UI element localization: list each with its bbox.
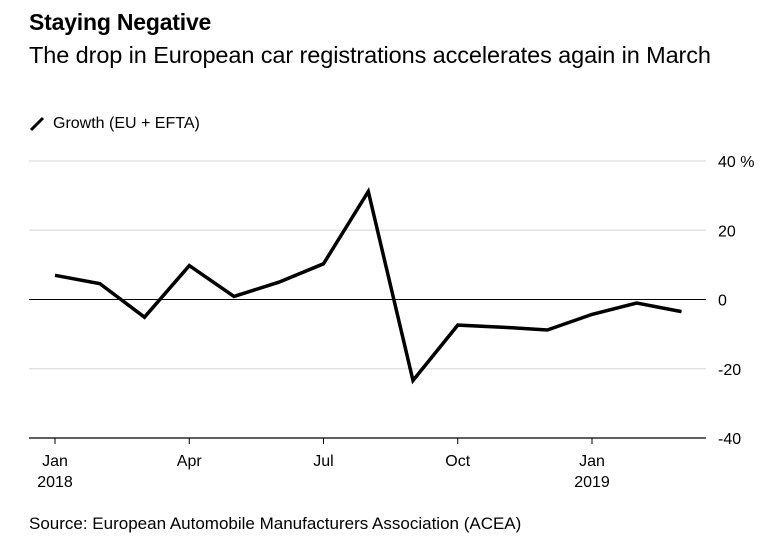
x-tick-year-label: 2019 xyxy=(574,474,610,491)
legend-label: Growth (EU + EFTA) xyxy=(53,115,200,132)
y-tick-label: 40 % xyxy=(718,154,754,171)
chart-subtitle: The drop in European car registrations a… xyxy=(29,42,711,68)
x-tick-label: Jan xyxy=(42,453,68,470)
chart-title: Staying Negative xyxy=(29,9,212,35)
y-tick-label: -40 xyxy=(718,431,741,448)
source-note: Source: European Automobile Manufacturer… xyxy=(29,514,522,533)
series-line-growth xyxy=(54,186,682,385)
x-tick-label: Apr xyxy=(177,453,203,470)
y-tick-label: 0 xyxy=(718,293,727,310)
y-tick-label: 20 xyxy=(718,223,736,240)
x-tick-label: Jul xyxy=(313,453,333,470)
x-tick-label: Oct xyxy=(445,453,470,470)
y-tick-label: -20 xyxy=(718,362,741,379)
x-tick-year-label: 2018 xyxy=(37,474,73,491)
legend: Growth (EU + EFTA) xyxy=(29,113,200,135)
x-tick-label: Jan xyxy=(579,453,605,470)
slash-line-icon xyxy=(29,116,45,132)
